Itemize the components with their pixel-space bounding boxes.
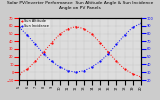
Sun Incidence [99, 61, 101, 62]
Sun Incidence [34, 44, 36, 45]
Sun Incidence [67, 70, 69, 71]
Sun Incidence [75, 72, 77, 73]
Line: Sun Incidence: Sun Incidence [18, 23, 142, 73]
Sun Altitude [107, 52, 109, 53]
Sun Incidence [18, 27, 20, 28]
Legend: Sun Altitude, Sun Incidence: Sun Altitude, Sun Incidence [20, 19, 50, 28]
Sun Incidence [43, 53, 44, 54]
Sun Incidence [124, 34, 126, 36]
Sun Altitude [140, 76, 142, 78]
Text: Solar PV/Inverter Performance  Sun Altitude Angle & Sun Incidence Angle on PV Pa: Solar PV/Inverter Performance Sun Altitu… [7, 1, 153, 10]
Sun Altitude [43, 52, 44, 53]
Sun Altitude [99, 42, 101, 43]
Sun Incidence [59, 66, 61, 67]
Sun Altitude [91, 34, 93, 35]
Sun Incidence [91, 66, 93, 67]
Sun Altitude [51, 42, 53, 43]
Sun Incidence [116, 44, 117, 45]
Sun Incidence [140, 23, 142, 24]
Sun Altitude [124, 68, 126, 70]
Sun Altitude [132, 73, 134, 74]
Sun Incidence [107, 53, 109, 54]
Sun Incidence [51, 61, 53, 62]
Sun Altitude [75, 26, 77, 27]
Sun Altitude [26, 68, 28, 70]
Sun Incidence [83, 70, 85, 71]
Sun Altitude [34, 61, 36, 62]
Sun Incidence [26, 34, 28, 36]
Line: Sun Altitude: Sun Altitude [18, 26, 142, 78]
Sun Altitude [83, 28, 85, 29]
Sun Altitude [116, 61, 117, 62]
Sun Altitude [18, 73, 20, 74]
Sun Incidence [132, 27, 134, 28]
Sun Altitude [67, 28, 69, 29]
Sun Altitude [59, 34, 61, 35]
